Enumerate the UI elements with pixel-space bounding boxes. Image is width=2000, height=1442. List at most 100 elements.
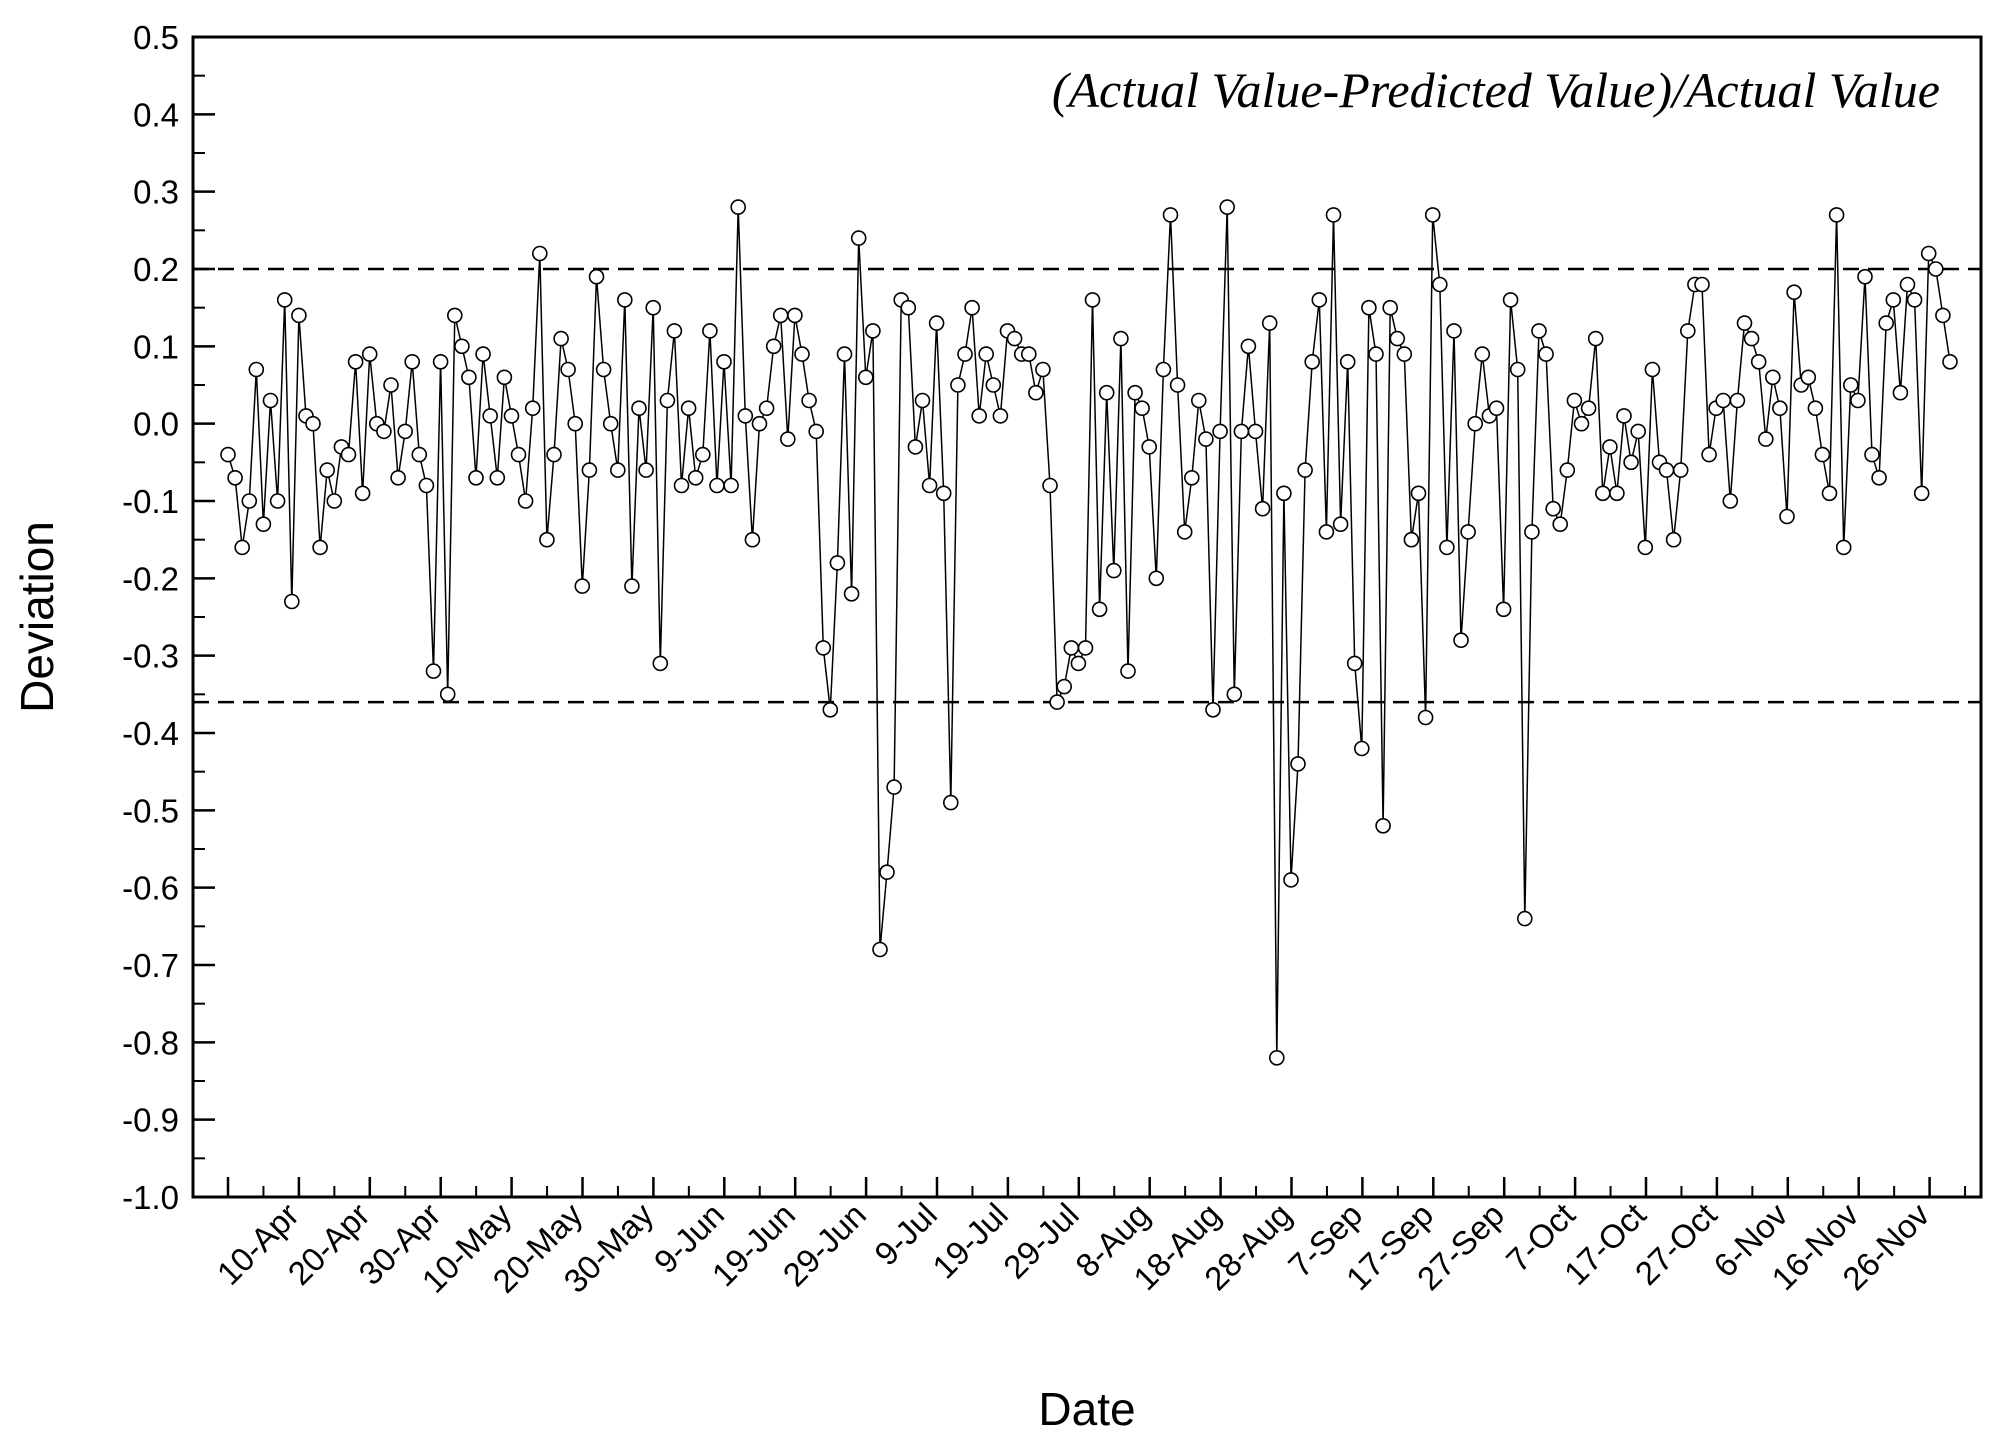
data-point [482, 408, 499, 424]
data-point [1772, 400, 1788, 417]
data-point [1580, 400, 1597, 417]
data-point [581, 462, 598, 478]
y-tick-label: 0.5 [133, 19, 179, 56]
data-point [1148, 570, 1165, 587]
data-point [815, 640, 832, 656]
data-point [1814, 446, 1831, 463]
data-point [524, 400, 541, 417]
data-point [312, 539, 328, 556]
data-point [1155, 361, 1172, 378]
data-point [1113, 330, 1129, 347]
data-point [1566, 392, 1583, 409]
data-point [801, 392, 817, 409]
data-point [291, 307, 307, 324]
data-point [779, 431, 796, 447]
formula-annotation: (Actual Value-Predicted Value)/Actual Va… [1052, 62, 1940, 118]
data-point [716, 353, 732, 370]
data-point [241, 493, 258, 509]
data-point [1035, 361, 1051, 378]
data-point [857, 369, 874, 386]
data-point [1942, 353, 1958, 370]
data-point [1410, 485, 1427, 502]
data-point [1758, 431, 1774, 447]
data-point [1899, 276, 1916, 293]
data-point [1283, 872, 1299, 888]
data-point [978, 346, 995, 362]
data-point [709, 477, 725, 494]
y-axis-title: Deviation [11, 521, 63, 713]
data-point [659, 392, 676, 409]
data-point [1524, 524, 1540, 540]
data-point [1545, 500, 1561, 517]
data-point [1517, 910, 1533, 927]
data-point [1240, 338, 1257, 355]
data-point [1219, 199, 1235, 215]
data-point [1106, 562, 1122, 579]
data-point [1212, 423, 1228, 440]
data-point [992, 408, 1009, 424]
data-point [1467, 415, 1483, 432]
data-point [971, 408, 988, 424]
data-point [1205, 701, 1221, 718]
data-point [376, 423, 392, 440]
data-point [645, 299, 662, 316]
data-point [1162, 207, 1179, 223]
data-point [1538, 346, 1554, 362]
data-point [1630, 423, 1646, 440]
data-point [432, 353, 449, 370]
data-point [567, 415, 584, 432]
data-point [1042, 477, 1058, 494]
data-point [921, 477, 938, 494]
data-point [1743, 330, 1760, 347]
data-point [751, 415, 768, 432]
data-point [503, 408, 520, 424]
data-point [262, 392, 279, 409]
data-point [461, 369, 477, 386]
data-point [1885, 292, 1902, 308]
data-point [255, 516, 272, 533]
data-point [1913, 485, 1930, 502]
data-point [1835, 539, 1852, 556]
y-tick-label: -0.6 [122, 870, 179, 907]
data-point [1120, 663, 1136, 679]
data-point [1935, 307, 1951, 324]
data-point [560, 361, 576, 378]
data-point [1928, 261, 1944, 277]
data-point [595, 361, 612, 378]
data-point [227, 469, 243, 486]
data-point [1800, 369, 1817, 386]
data-point [900, 299, 917, 316]
data-point [794, 346, 810, 362]
data-point [1474, 346, 1491, 362]
data-point [1509, 361, 1526, 378]
data-point [928, 315, 945, 331]
data-point [1198, 431, 1214, 447]
data-point [723, 477, 739, 494]
data-point [1049, 694, 1065, 710]
data-point [758, 400, 775, 417]
data-point [1559, 462, 1576, 478]
y-axis: 0.5 0.4 0.3 0.2 0.1 0.0 -0.1 -0.2 -0.3 -0.4 -0.5 -0… [122, 19, 215, 1216]
data-point [1602, 439, 1618, 455]
data-point [744, 531, 761, 548]
data-point [1701, 446, 1717, 463]
data-point [694, 446, 711, 463]
data-point [1396, 346, 1413, 362]
data-point [234, 539, 250, 556]
data-point [1488, 400, 1505, 417]
data-point [1502, 292, 1519, 308]
data-point [616, 292, 633, 308]
y-tick-label: -0.3 [122, 638, 179, 675]
y-tick-label: 0.4 [133, 96, 179, 133]
data-point [942, 794, 959, 811]
data-point [772, 307, 789, 324]
data-point [496, 369, 513, 386]
data-point [1665, 531, 1682, 548]
data-point [1637, 539, 1654, 556]
data-point [1864, 446, 1880, 463]
data-point [1233, 423, 1250, 440]
data-point [1098, 384, 1115, 401]
data-point [418, 477, 435, 494]
y-tick-label: -0.9 [122, 1102, 179, 1139]
